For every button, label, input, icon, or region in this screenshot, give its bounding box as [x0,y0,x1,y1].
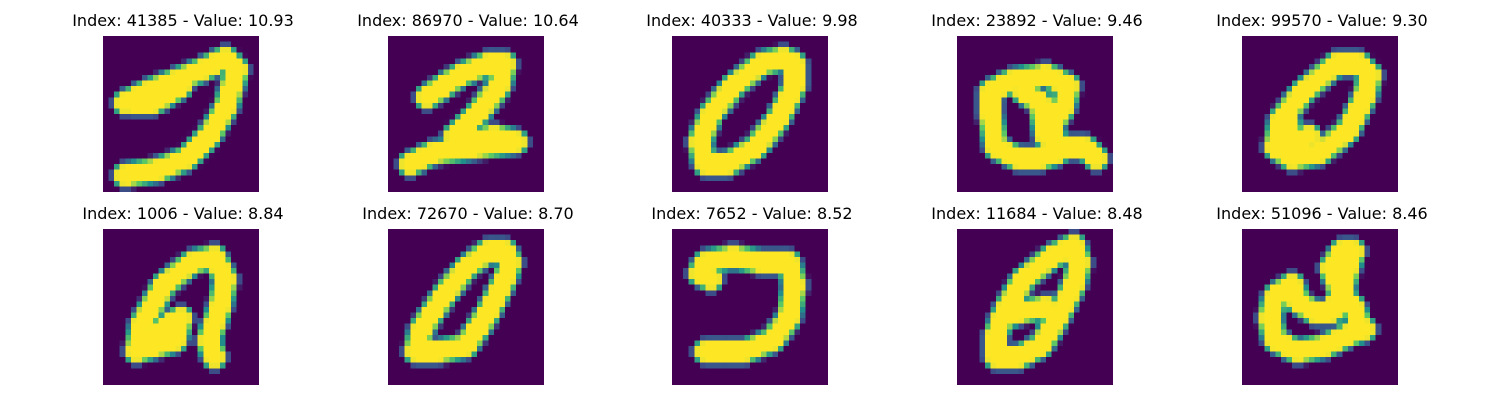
digit-image [388,229,544,385]
panel-title: Index: 51096 - Value: 8.46 [1172,204,1472,224]
panel-title: Index: 1006 - Value: 8.84 [33,204,333,224]
panel-4: Index: 23892 - Value: 9.46 [957,11,1117,201]
digit-image [103,36,259,192]
panel-3: Index: 40333 - Value: 9.98 [672,11,832,201]
panel-7: Index: 72670 - Value: 8.70 [388,204,548,394]
digit-image [957,229,1113,385]
panel-title: Index: 99570 - Value: 9.30 [1172,11,1472,31]
panel-title: Index: 11684 - Value: 8.48 [887,204,1187,224]
panel-1: Index: 41385 - Value: 10.93 [103,11,263,201]
digit-image [1242,36,1398,192]
panel-8: Index: 7652 - Value: 8.52 [672,204,832,394]
digit-image [1242,229,1398,385]
panel-5: Index: 99570 - Value: 9.30 [1242,11,1402,201]
panel-9: Index: 11684 - Value: 8.48 [957,204,1117,394]
digit-image [957,36,1113,192]
digit-image [672,229,828,385]
panel-title: Index: 41385 - Value: 10.93 [33,11,333,31]
panel-2: Index: 86970 - Value: 10.64 [388,11,548,201]
panel-title: Index: 40333 - Value: 9.98 [602,11,902,31]
panel-10: Index: 51096 - Value: 8.46 [1242,204,1402,394]
panel-title: Index: 7652 - Value: 8.52 [602,204,902,224]
panel-title: Index: 72670 - Value: 8.70 [318,204,618,224]
digit-image [388,36,544,192]
panel-6: Index: 1006 - Value: 8.84 [103,204,263,394]
panel-title: Index: 86970 - Value: 10.64 [318,11,618,31]
digit-image [672,36,828,192]
panel-title: Index: 23892 - Value: 9.46 [887,11,1187,31]
digit-image [103,229,259,385]
